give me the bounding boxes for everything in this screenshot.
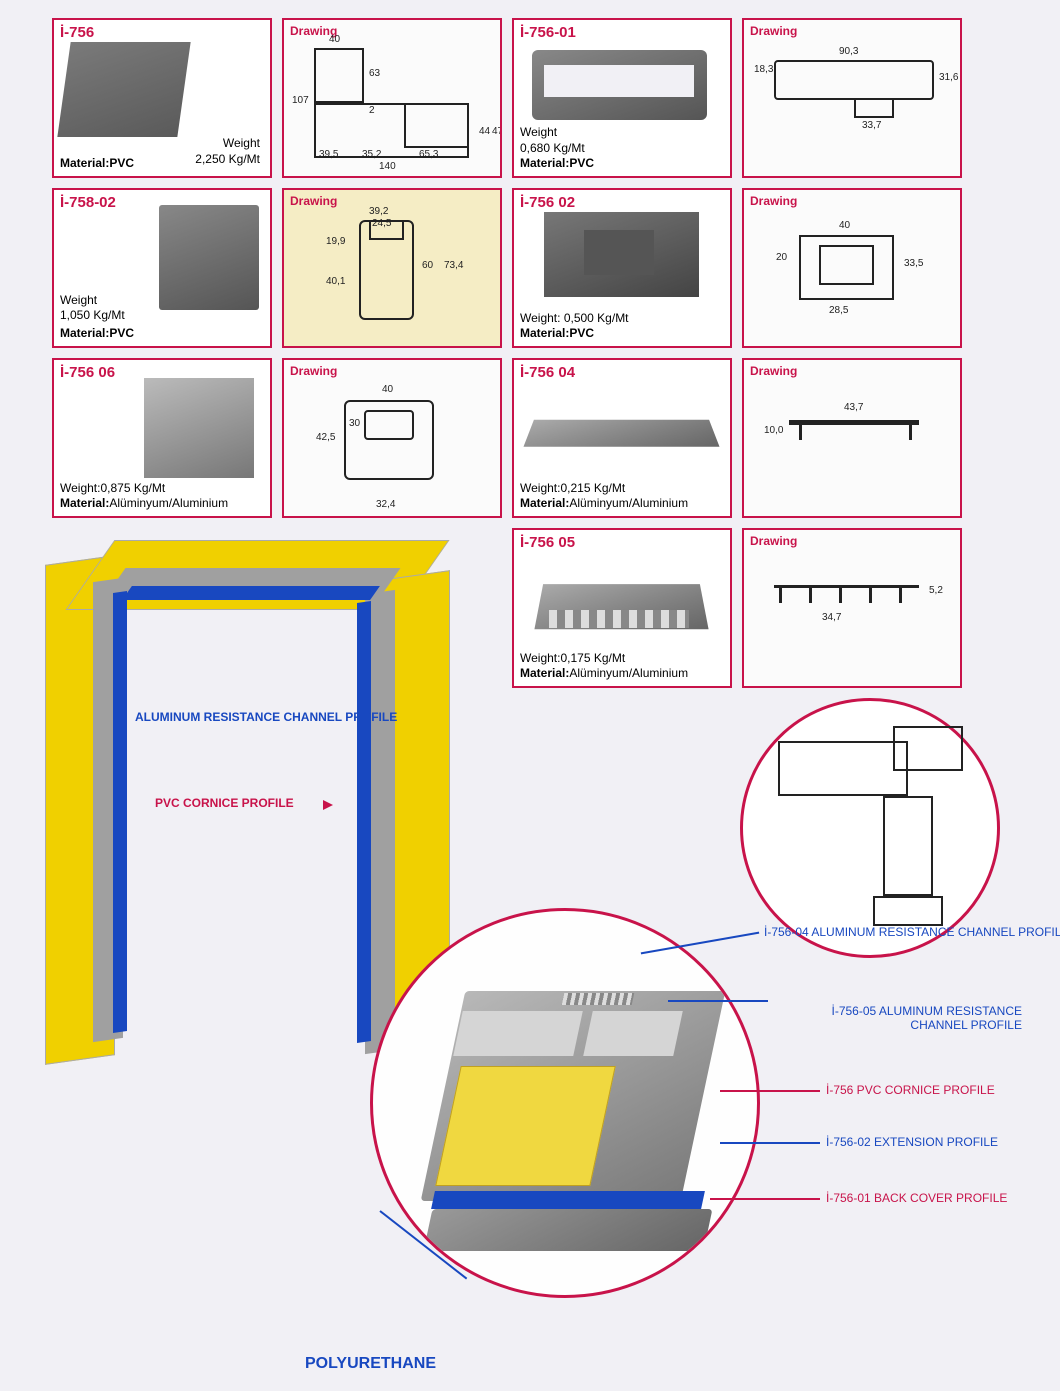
- profile-card-i756-06: İ-756 06 Weight:0,875 Kg/MtMaterial:Alüm…: [52, 358, 272, 518]
- profile-card-i758-02: İ-758-02 Weight1,050 Kg/Mt Material:PVC: [52, 188, 272, 348]
- profile-card-i756-02: İ-756 02 Weight: 0,500 Kg/MtMaterial:PVC: [512, 188, 732, 348]
- drawing-card-i756: Drawing 40 107 63 44 47 2 39,5 35,2 65,3…: [282, 18, 502, 178]
- cross-section-circle-small: [740, 698, 1000, 958]
- profile-card-i756-01: İ-756-01 Weight0,680 Kg/MtMaterial:PVC: [512, 18, 732, 178]
- drawing-card-i756-01: Drawing 90,3 18,3 31,6 33,7: [742, 18, 962, 178]
- drawing-card-i756-02: Drawing 40 20 33,5 28,5: [742, 188, 962, 348]
- row4-grid: İ-756 05 Weight:0,175 Kg/MtMaterial:Alüm…: [512, 528, 962, 688]
- profile-card-i756: İ-756 Weight 2,250 Kg/Mt Material:PVC: [52, 18, 272, 178]
- profile-card-i756-05: İ-756 05 Weight:0,175 Kg/MtMaterial:Alüm…: [512, 528, 732, 688]
- drawing-card-i756-04: Drawing 43,7 10,0: [742, 358, 962, 518]
- drawing-card-i758-02: Drawing 39,2 24,5 19,9 40,1 60 73,4: [282, 188, 502, 348]
- drawing-card-i756-06: Drawing 40 30 42,5 32,4: [282, 358, 502, 518]
- profile-card-i756-04: İ-756 04 Weight:0,215 Kg/MtMaterial:Alüm…: [512, 358, 732, 518]
- product-grid: İ-756 Weight 2,250 Kg/Mt Material:PVC Dr…: [52, 18, 962, 518]
- product-code: İ-756: [60, 24, 264, 41]
- drawing-card-i756-05: Drawing 34,7 5,2: [742, 528, 962, 688]
- polyurethane-label: POLYURETHANE: [305, 1355, 436, 1373]
- cross-section-circle-large: [370, 908, 760, 1298]
